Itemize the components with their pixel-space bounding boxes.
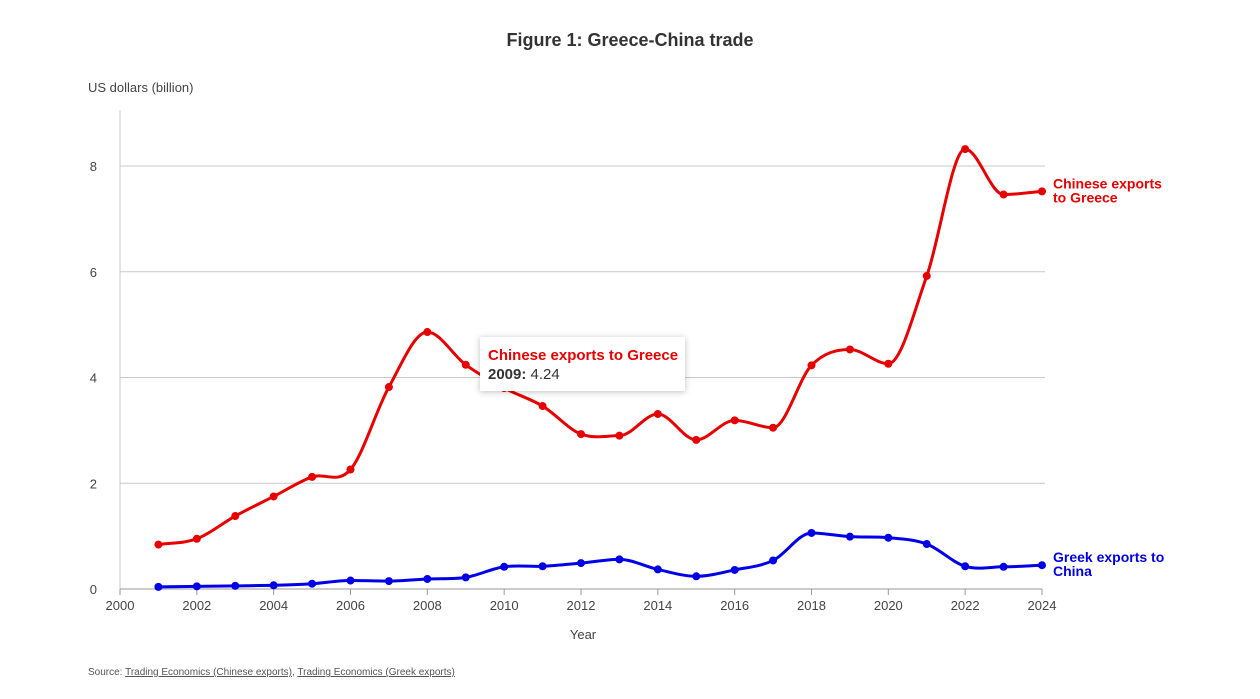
data-point-greek-exports-to-china-2009 (461, 573, 470, 582)
data-point-chinese-exports-to-greece-2007 (384, 383, 393, 392)
data-point-chinese-exports-to-greece-2005 (308, 472, 317, 481)
data-point-greek-exports-to-china-2021 (922, 540, 931, 549)
x-tick-label-2018: 2018 (797, 598, 826, 613)
series-group (154, 145, 1046, 591)
data-point-greek-exports-to-china-2022 (961, 562, 970, 571)
data-point-greek-exports-to-china-2003 (231, 581, 240, 590)
x-tick-label-2012: 2012 (567, 598, 596, 613)
data-point-chinese-exports-to-greece-2012 (577, 430, 585, 439)
data-point-greek-exports-to-china-2016 (730, 565, 739, 574)
data-point-chinese-exports-to-greece-2019 (845, 345, 854, 354)
source-link-chinese-exports[interactable]: Trading Economics (Chinese exports) (125, 667, 292, 678)
series-end-label-chinese-exports-to-greece-line-1: Chinese exports (1053, 175, 1162, 191)
data-point-greek-exports-to-china-2017 (769, 556, 778, 565)
data-point-greek-exports-to-china-2013 (615, 555, 624, 564)
x-tick-label-2000: 2000 (106, 598, 135, 613)
data-point-chinese-exports-to-greece-2009 (461, 360, 470, 369)
tooltip-series-name: Chinese exports to Greece (488, 347, 679, 364)
data-point-greek-exports-to-china-2012 (577, 559, 585, 568)
series-line-greek-exports-to-china (158, 531, 1043, 589)
chart-title: Figure 1: Greece-China trade (506, 30, 753, 50)
data-point-greek-exports-to-china-2014 (653, 565, 662, 574)
tooltip-value: 4.24 (530, 366, 560, 383)
data-point-chinese-exports-to-greece-2008 (423, 328, 432, 337)
data-point-greek-exports-to-china-2008 (423, 574, 432, 583)
series-end-label-chinese-exports-to-greece-line-2: to Greece (1053, 189, 1118, 205)
data-point-chinese-exports-to-greece-2020 (884, 359, 893, 368)
y-tick-label-4: 4 (90, 371, 97, 386)
data-point-chinese-exports-to-greece-2013 (615, 431, 624, 440)
data-point-chinese-exports-to-greece-2004 (269, 492, 278, 501)
data-point-greek-exports-to-china-2011 (538, 562, 547, 571)
axes: 0 2 4 6 8 2000 2002 2004 2006 2008 2010 2012 2014 201… (90, 110, 1057, 613)
data-point-chinese-exports-to-greece-2016 (730, 416, 739, 425)
y-tick-label-8: 8 (90, 159, 97, 174)
data-point-chinese-exports-to-greece-2022 (961, 145, 970, 154)
data-point-greek-exports-to-china-2019 (845, 532, 854, 541)
data-point-chinese-exports-to-greece-2011 (538, 402, 547, 411)
y-tick-label-0: 0 (90, 582, 97, 597)
data-point-chinese-exports-to-greece-2015 (692, 435, 701, 444)
x-tick-label-2024: 2024 (1028, 598, 1057, 613)
data-point-chinese-exports-to-greece-2001 (154, 540, 163, 549)
x-tick-label-2002: 2002 (182, 598, 211, 613)
series-end-label-greek-exports-to-china-line-1: Greek exports to (1053, 549, 1164, 565)
y-axis-title: US dollars (billion) (88, 80, 193, 95)
data-point-chinese-exports-to-greece-2017 (769, 423, 778, 432)
data-point-greek-exports-to-china-2006 (346, 576, 355, 585)
x-tick-label-2020: 2020 (874, 598, 903, 613)
data-point-greek-exports-to-china-2020 (884, 533, 893, 542)
y-tick-label-6: 6 (90, 265, 97, 280)
source-link-greek-exports[interactable]: Trading Economics (Greek exports) (297, 667, 455, 678)
source-separator: , (292, 667, 295, 678)
data-point-greek-exports-to-china-2018 (807, 528, 816, 537)
data-point-chinese-exports-to-greece-2003 (231, 512, 240, 521)
data-point-chinese-exports-to-greece-2018 (807, 361, 816, 370)
data-point-greek-exports-to-china-2005 (308, 579, 317, 588)
x-axis-title: Year (570, 627, 597, 642)
x-tick-label-2014: 2014 (643, 598, 672, 613)
x-tick-label-2016: 2016 (720, 598, 749, 613)
tooltip-year: 2009: (488, 366, 527, 383)
data-point-chinese-exports-to-greece-2002 (192, 534, 201, 543)
x-tick-label-2006: 2006 (336, 598, 365, 613)
data-point-chinese-exports-to-greece-2014 (653, 409, 662, 418)
data-tooltip: Chinese exports to Greece 2009: 4.24 (480, 337, 685, 391)
data-point-greek-exports-to-china-2007 (384, 577, 393, 586)
data-point-chinese-exports-to-greece-2024 (1038, 187, 1046, 196)
data-point-greek-exports-to-china-2010 (500, 562, 509, 571)
data-point-chinese-exports-to-greece-2006 (346, 465, 355, 474)
data-point-greek-exports-to-china-2015 (692, 572, 701, 581)
data-point-greek-exports-to-china-2023 (999, 562, 1008, 571)
x-tick-label-2022: 2022 (951, 598, 980, 613)
source-note: Source: Trading Economics (Chinese expor… (88, 667, 455, 678)
data-point-greek-exports-to-china-2004 (269, 581, 278, 590)
x-tick-label-2008: 2008 (413, 598, 442, 613)
data-point-chinese-exports-to-greece-2023 (999, 190, 1008, 199)
data-point-greek-exports-to-china-2024 (1038, 561, 1046, 570)
data-point-greek-exports-to-china-2001 (154, 582, 163, 591)
series-end-label-greek-exports-to-china-line-2: China (1053, 563, 1092, 579)
data-point-chinese-exports-to-greece-2021 (922, 271, 931, 280)
x-tick-label-2004: 2004 (259, 598, 288, 613)
data-point-greek-exports-to-china-2002 (192, 582, 201, 591)
y-tick-label-2: 2 (90, 476, 97, 491)
x-tick-label-2010: 2010 (490, 598, 519, 613)
source-prefix: Source: (88, 667, 123, 678)
